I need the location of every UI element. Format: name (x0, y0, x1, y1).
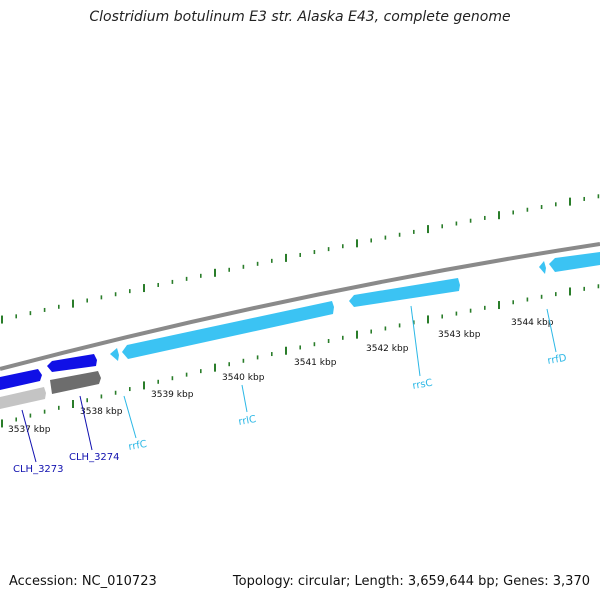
genome-title: Clostridium botulinum E3 str. Alaska E43… (89, 9, 511, 25)
gene-arrow-rrfD[interactable] (539, 261, 546, 274)
gene-leader-line (241, 384, 248, 413)
kbp-label: 3542 kbp (366, 344, 409, 354)
kbp-label: 3539 kbp (151, 390, 194, 400)
gene-label-rrfC[interactable]: rrfC (128, 439, 148, 453)
gene-arrow-rrsC[interactable] (349, 278, 460, 307)
gene-arrow-rrlC[interactable] (122, 301, 334, 359)
gene-leader-line (410, 305, 421, 377)
gene-arrow-cds-4[interactable] (50, 371, 101, 394)
kbp-label: 3543 kbp (438, 330, 481, 340)
gene-arrow-cds-3[interactable] (0, 387, 46, 409)
gene-label-rrlC[interactable]: rrlC (238, 414, 257, 428)
gene-label-rrsC[interactable]: rrsC (412, 378, 434, 392)
genome-backbone (0, 242, 600, 371)
kbp-label: 3537 kbp (8, 425, 51, 435)
accession-text: Accession: NC_010723 (9, 574, 157, 589)
gene-leader-line (123, 395, 137, 439)
gene-arrow-cds-2[interactable] (47, 354, 97, 372)
gene-label-CLH_3274[interactable]: CLH_3274 (69, 452, 120, 463)
gene-arrow-rrlD[interactable] (549, 252, 600, 272)
outer-tick-track (1, 194, 600, 324)
inner-tick-track (1, 284, 600, 428)
kbp-label: 3538 kbp (80, 407, 123, 417)
gene-label-rrfD[interactable]: rrfD (547, 353, 568, 367)
genome-stats-text: Topology: circular; Length: 3,659,644 bp… (232, 574, 590, 589)
kbp-label: 3544 kbp (511, 318, 554, 328)
gene-leader-line (546, 308, 557, 353)
kbp-label: 3541 kbp (294, 358, 337, 368)
gene-arrow-rrfC[interactable] (110, 348, 119, 361)
kbp-label: 3540 kbp (222, 373, 265, 383)
gene-arrow-cds-1[interactable] (0, 369, 42, 390)
gene-leader-line (79, 395, 93, 451)
gene-leader-line (21, 409, 37, 463)
gene-label-CLH_3273[interactable]: CLH_3273 (13, 464, 64, 475)
